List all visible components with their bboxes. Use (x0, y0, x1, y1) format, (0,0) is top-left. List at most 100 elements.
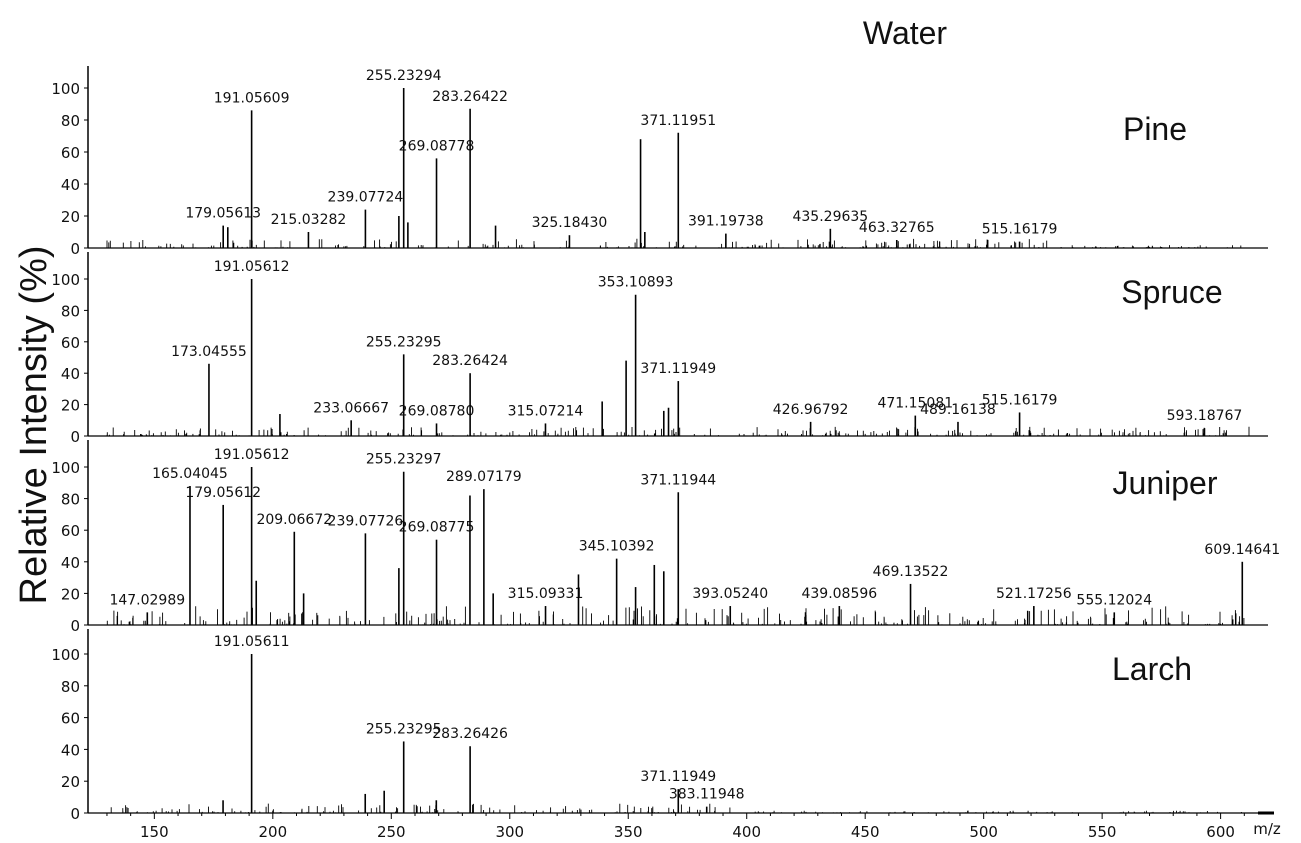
peak-label: 283.26422 (432, 89, 508, 105)
noise-peaks (106, 238, 1245, 248)
y-tick-label: 0 (70, 240, 80, 258)
peak-label: 191.05612 (214, 259, 290, 275)
y-tick-label: 100 (51, 80, 80, 98)
y-tick-label: 0 (70, 805, 80, 823)
y-tick-label: 0 (70, 617, 80, 635)
x-tick-label: 350 (614, 823, 643, 841)
x-tick-label: 200 (258, 823, 287, 841)
y-tick-label: 60 (61, 334, 80, 352)
figure-title: Water (863, 15, 948, 51)
peak-label: 255.23297 (366, 452, 442, 468)
peak-label: 391.19738 (688, 214, 764, 230)
peak-label: 269.08780 (399, 403, 475, 419)
peak-label: 191.05611 (214, 634, 290, 650)
y-tick-label: 20 (61, 585, 80, 603)
peak-label: 255.23294 (366, 68, 442, 84)
panel-name: Spruce (1121, 274, 1222, 310)
peak-label: 165.04045 (152, 466, 228, 482)
panel-spruce: 0 20 40 60 80 100 173.04555 191.05612 233.06667 2… (51, 252, 1268, 446)
y-tick-label: 40 (61, 741, 80, 759)
peak-label: 353.10893 (598, 275, 674, 291)
peak-label: 179.05613 (185, 206, 261, 222)
noise-peaks (110, 803, 1249, 813)
y-tick-label: 100 (51, 271, 80, 289)
x-tick-label: 250 (377, 823, 406, 841)
panel-name: Juniper (1113, 465, 1218, 501)
y-tick-label: 100 (51, 646, 80, 664)
peak-label: 393.05240 (692, 586, 768, 602)
y-tick-label: 80 (61, 491, 80, 509)
peak-label: 371.11944 (640, 472, 716, 488)
peak-label: 435.29635 (792, 209, 868, 225)
panel-name: Pine (1123, 111, 1187, 147)
peak-label: 255.23295 (366, 721, 442, 737)
peak-label: 325.18430 (532, 215, 608, 231)
peak-label: 179.05612 (185, 485, 261, 501)
peak-label: 239.07726 (328, 513, 404, 529)
y-tick-label: 20 (61, 773, 80, 791)
peak-label: 593.18767 (1167, 408, 1243, 424)
peak-label: 383.11948 (669, 787, 745, 803)
peak-label: 315.09331 (508, 586, 584, 602)
y-tick-label: 0 (70, 428, 80, 446)
panel-name: Larch (1112, 651, 1192, 687)
peak-label: 191.05612 (214, 447, 290, 463)
y-tick-label: 60 (61, 522, 80, 540)
y-tick-label: 60 (61, 710, 80, 728)
spectra-panels: 0 20 40 60 80 100 179.05613 191.05609 215.03282 2… (51, 66, 1280, 823)
peak-label: 469.13522 (873, 564, 949, 580)
x-tick-label: 500 (969, 823, 998, 841)
y-tick-label: 20 (61, 397, 80, 415)
peak-label: 215.03282 (271, 212, 347, 228)
peak-label: 191.05609 (214, 90, 290, 106)
x-tick-label: 550 (1088, 823, 1117, 841)
peak-label: 283.26424 (432, 353, 508, 369)
peak-label: 515.16179 (982, 222, 1058, 238)
peak-label: 283.26426 (432, 726, 508, 742)
peak-label: 345.10392 (579, 539, 655, 555)
peak-label: 147.02989 (109, 592, 185, 608)
y-tick-label: 40 (61, 554, 80, 572)
peak-label: 463.32765 (859, 220, 935, 236)
peak-label: 173.04555 (171, 344, 247, 360)
peak-label: 426.96792 (773, 402, 849, 418)
x-tick-label: 300 (495, 823, 524, 841)
y-tick-label: 100 (51, 459, 80, 477)
panel-pine: 0 20 40 60 80 100 179.05613 191.05609 215.03282 2… (51, 66, 1268, 258)
x-tick-label: 150 (140, 823, 169, 841)
y-tick-label: 80 (61, 112, 80, 130)
peak-label: 489.16138 (920, 402, 996, 418)
peak-label: 269.08775 (399, 520, 475, 536)
peak-label: 209.06672 (256, 512, 332, 528)
x-tick-label: 600 (1206, 823, 1235, 841)
x-tick-label: 400 (732, 823, 761, 841)
peak-label: 371.11951 (640, 113, 716, 129)
panel-juniper: 0 20 40 60 80 100 147.02989 165.04045 179.05612 1… (51, 440, 1280, 635)
y-tick-label: 40 (61, 176, 80, 194)
peak-label: 239.07724 (328, 190, 404, 206)
peak-label: 255.23295 (366, 334, 442, 350)
peak-label: 269.08778 (399, 138, 475, 154)
peak-label: 315.07214 (508, 403, 584, 419)
noise-peaks (106, 426, 1250, 436)
y-tick-label: 80 (61, 678, 80, 696)
y-axis-label: Relative Intensity (%) (13, 245, 55, 604)
x-axis: 150 200 250 300 350 400 450 500 550 600 (106, 811, 1274, 841)
peak-label: 471.15081 (877, 396, 953, 412)
x-tick-label: 450 (851, 823, 880, 841)
x-axis-label: m/z (1253, 820, 1281, 838)
y-tick-label: 40 (61, 365, 80, 383)
peak-label: 521.17256 (996, 586, 1072, 602)
peak-label: 233.06667 (313, 400, 389, 416)
peak-label: 515.16179 (982, 392, 1058, 408)
y-tick-label: 60 (61, 144, 80, 162)
peak-label: 289.07179 (446, 469, 522, 485)
peak-label: 371.11949 (640, 769, 716, 785)
noise-peaks (106, 606, 1246, 625)
peak-label: 371.11949 (640, 361, 716, 377)
peak-label: 555.12024 (1076, 592, 1152, 608)
peak-label: 439.08596 (801, 586, 877, 602)
y-tick-label: 80 (61, 302, 80, 320)
